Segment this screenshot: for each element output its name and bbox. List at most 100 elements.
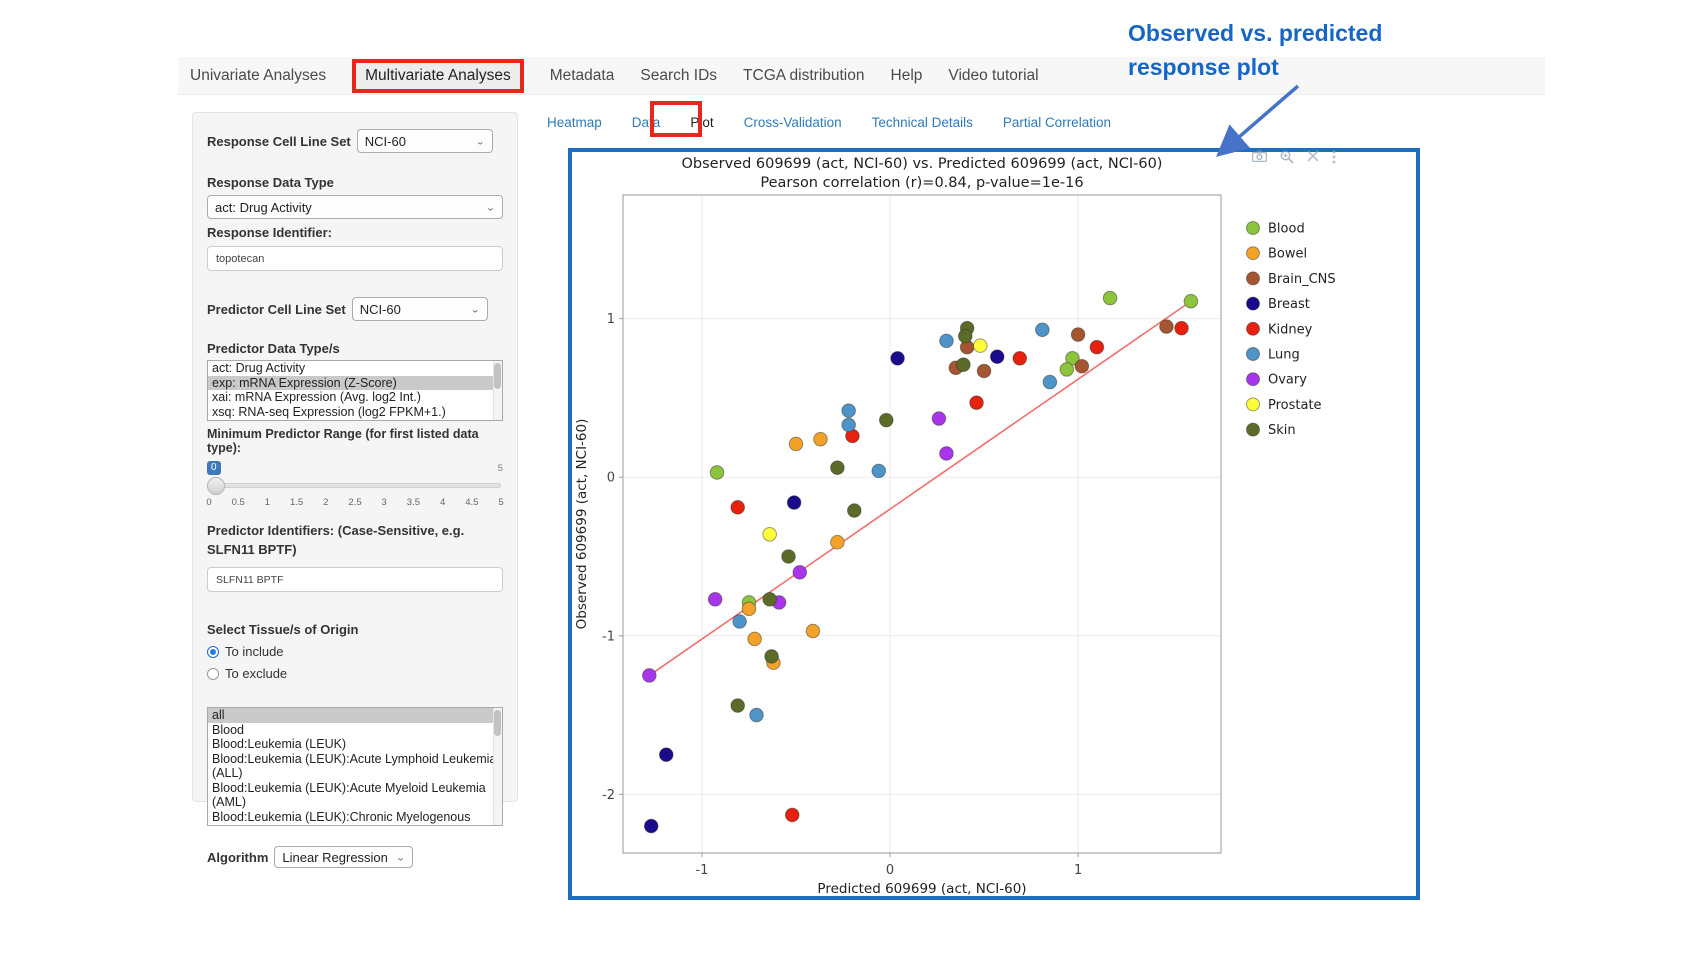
- legend-swatch-breast[interactable]: [1246, 296, 1260, 311]
- data-point-skin[interactable]: [847, 503, 862, 518]
- data-point-bowel[interactable]: [830, 534, 845, 550]
- list-option[interactable]: exp: mRNA Expression (Z-Score): [208, 375, 502, 390]
- list-option[interactable]: Blood:Leukemia (LEUK):Acute Myeloid Leuk…: [212, 780, 486, 810]
- data-point-blood[interactable]: [1065, 351, 1080, 366]
- list-option[interactable]: xai: mRNA Expression (Avg. log2 Int.): [212, 390, 421, 404]
- data-point-ovary[interactable]: [931, 411, 947, 426]
- legend-swatch-kidney[interactable]: [1246, 321, 1260, 336]
- data-point-lung[interactable]: [1035, 322, 1050, 338]
- data-point-breast[interactable]: [658, 747, 674, 762]
- data-point-ovary[interactable]: [939, 446, 954, 461]
- response-data-type-select[interactable]: act: Drug Activity ⌄: [207, 195, 503, 219]
- data-point-kidney[interactable]: [730, 500, 746, 515]
- data-point-bowel[interactable]: [813, 431, 828, 447]
- legend-swatch-skin[interactable]: [1246, 422, 1260, 437]
- tab-technical-details[interactable]: Technical Details: [871, 114, 973, 130]
- data-point-skin[interactable]: [878, 412, 894, 428]
- nav-item-metadata[interactable]: Metadata: [549, 66, 615, 84]
- tab-partial-correlation[interactable]: Partial Correlation: [1002, 114, 1111, 130]
- data-point-brain_cns[interactable]: [1074, 358, 1090, 374]
- data-point-kidney[interactable]: [969, 395, 984, 411]
- scatter-plot[interactable]: Observed 609699 (act, NCI-60) vs. Predic…: [572, 152, 1416, 896]
- data-point-brain_cns[interactable]: [1159, 319, 1174, 334]
- data-point-kidney[interactable]: [1089, 339, 1105, 355]
- data-point-bowel[interactable]: [805, 623, 821, 639]
- legend-swatch-ovary[interactable]: [1246, 372, 1260, 387]
- response-identifier-input[interactable]: [207, 246, 503, 271]
- data-point-lung[interactable]: [749, 707, 764, 723]
- data-point-bowel[interactable]: [741, 601, 757, 617]
- slider-track[interactable]: [207, 477, 501, 495]
- data-point-lung[interactable]: [732, 614, 747, 629]
- data-point-kidney[interactable]: [1012, 351, 1028, 366]
- legend-swatch-lung[interactable]: [1246, 347, 1260, 361]
- data-point-lung[interactable]: [841, 403, 856, 418]
- data-point-skin[interactable]: [730, 698, 746, 713]
- list-option[interactable]: Blood:Leukemia (LEUK): [212, 737, 347, 751]
- legend-swatch-bowel[interactable]: [1246, 246, 1260, 261]
- response-cell-line-set-select[interactable]: NCI-60 ⌄: [356, 129, 493, 153]
- tissue-listbox[interactable]: all Blood Blood:Leukemia (LEUK) Blood:Leuke…: [207, 707, 503, 826]
- data-point-bowel[interactable]: [747, 631, 762, 647]
- data-point-brain_cns[interactable]: [976, 363, 992, 379]
- data-point-skin[interactable]: [830, 460, 845, 476]
- data-point-blood[interactable]: [1102, 290, 1118, 306]
- data-point-breast[interactable]: [786, 495, 802, 510]
- data-point-blood[interactable]: [1059, 362, 1075, 377]
- scrollbar[interactable]: [493, 361, 502, 420]
- slider-handle[interactable]: [207, 477, 225, 495]
- nav-item-multivariate-analyses[interactable]: Multivariate Analyses: [352, 58, 524, 93]
- predictor-data-types-listbox[interactable]: act: Drug Activity exp: mRNA Expression (…: [207, 360, 503, 421]
- data-point-bowel[interactable]: [788, 436, 804, 452]
- radio-to-include[interactable]: To include: [207, 644, 503, 659]
- list-option[interactable]: xsq: RNA-seq Expression (log2 FPKM+1.): [212, 404, 446, 419]
- list-option[interactable]: act: Drug Activity: [212, 361, 306, 375]
- data-point-breast[interactable]: [989, 349, 1005, 365]
- data-point-prostate[interactable]: [762, 527, 777, 542]
- data-point-breast[interactable]: [890, 351, 905, 366]
- data-point-lung[interactable]: [939, 333, 954, 349]
- list-option[interactable]: all: [208, 708, 502, 723]
- nav-item-search-ids[interactable]: Search IDs: [640, 66, 718, 84]
- list-option[interactable]: Blood: [212, 722, 244, 737]
- predictor-cell-line-set-select[interactable]: NCI-60 ⌄: [351, 297, 488, 321]
- legend-swatch-brain_cns[interactable]: [1246, 271, 1260, 286]
- nav-item-help[interactable]: Help: [890, 66, 923, 84]
- data-point-skin[interactable]: [956, 357, 971, 372]
- nav-item-univariate-analyses[interactable]: Univariate Analyses: [190, 66, 327, 84]
- data-point-blood[interactable]: [1183, 293, 1199, 309]
- radio-button[interactable]: [207, 645, 219, 658]
- data-point-skin[interactable]: [781, 549, 796, 564]
- close-icon[interactable]: [1307, 150, 1319, 164]
- data-point-brain_cns[interactable]: [1070, 327, 1086, 342]
- data-point-prostate[interactable]: [972, 338, 988, 353]
- legend-swatch-prostate[interactable]: [1246, 397, 1260, 412]
- data-point-breast[interactable]: [643, 818, 659, 834]
- radio-to-exclude[interactable]: To exclude: [207, 666, 503, 681]
- list-option[interactable]: Blood:Leukemia (LEUK):Acute Lymphoid Leu…: [212, 751, 497, 781]
- algorithm-select[interactable]: Linear Regression ⌄: [274, 846, 414, 868]
- list-option[interactable]: Blood:Leukemia (LEUK):Chronic Myelogenou…: [212, 809, 471, 826]
- data-point-kidney[interactable]: [1174, 320, 1189, 336]
- camera-icon[interactable]: [1252, 150, 1267, 164]
- data-point-lung[interactable]: [871, 463, 887, 479]
- tab-heatmap[interactable]: Heatmap: [547, 114, 602, 130]
- data-point-lung[interactable]: [1042, 374, 1058, 390]
- nav-item-video-tutorial[interactable]: Video tutorial: [948, 66, 1039, 84]
- data-point-kidney[interactable]: [784, 807, 800, 823]
- radio-button[interactable]: [207, 667, 219, 680]
- data-point-ovary[interactable]: [792, 565, 808, 580]
- data-point-skin[interactable]: [762, 592, 777, 607]
- data-point-skin[interactable]: [764, 649, 779, 664]
- data-point-ovary[interactable]: [642, 668, 657, 683]
- legend-swatch-blood[interactable]: [1246, 221, 1260, 235]
- tab-cross-validation[interactable]: Cross-Validation: [743, 114, 842, 130]
- data-point-ovary[interactable]: [707, 592, 723, 607]
- zoom-icon[interactable]: [1280, 150, 1294, 164]
- nav-item-tcga-distribution[interactable]: TCGA distribution: [743, 66, 865, 84]
- scrollbar[interactable]: [493, 708, 502, 825]
- data-point-skin[interactable]: [957, 328, 973, 344]
- data-point-lung[interactable]: [841, 417, 856, 433]
- data-point-blood[interactable]: [709, 465, 725, 480]
- more-icon[interactable]: [1332, 150, 1336, 164]
